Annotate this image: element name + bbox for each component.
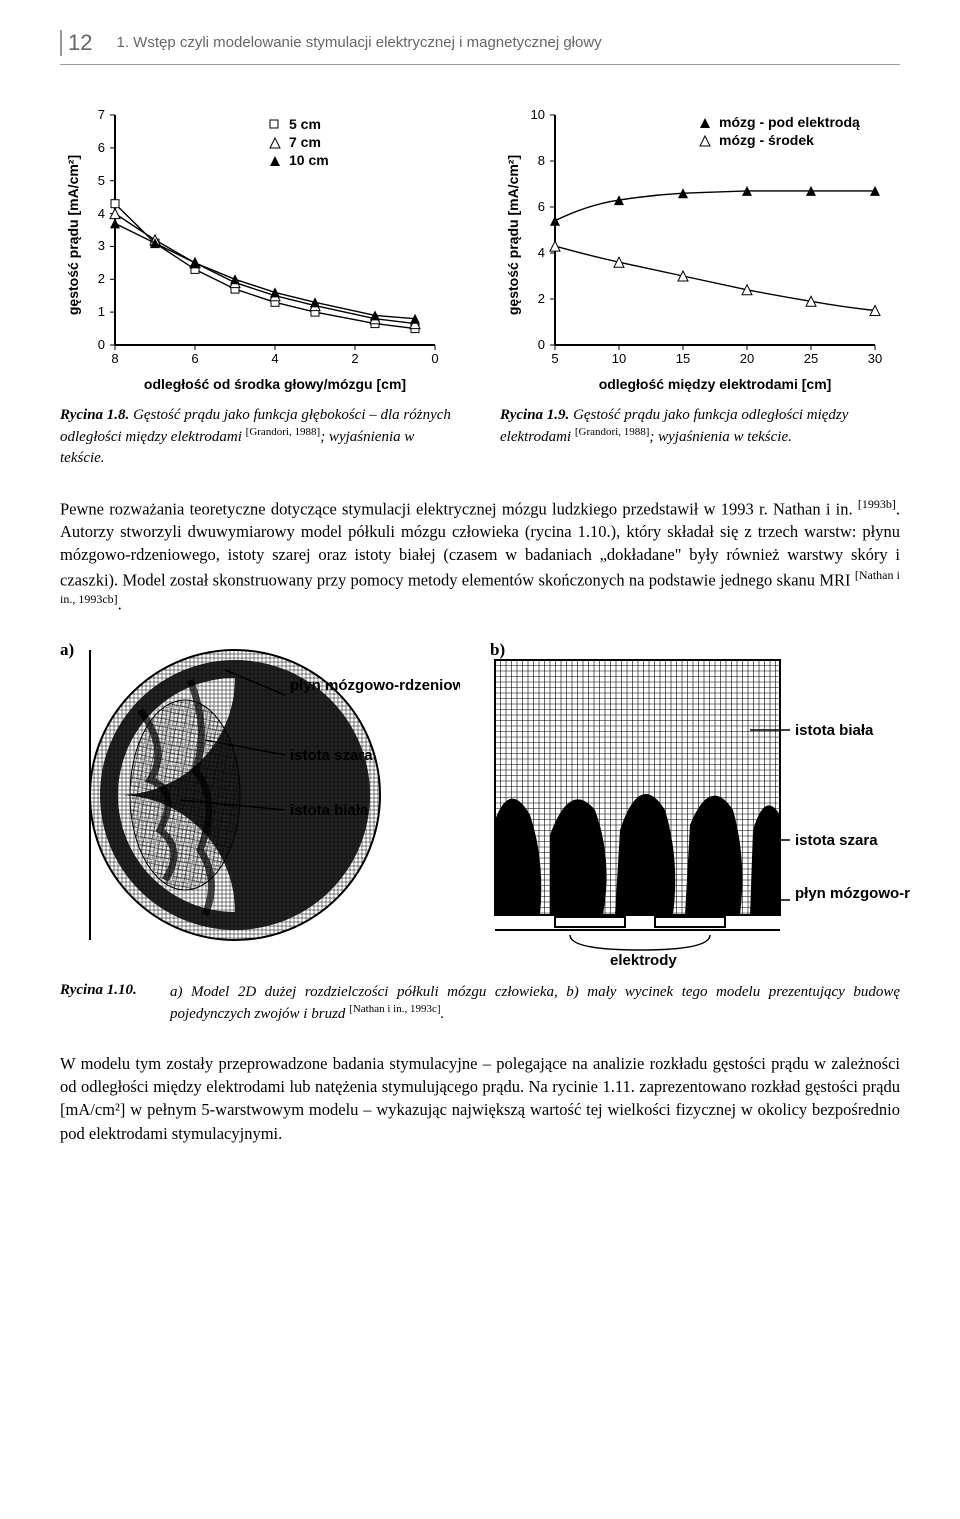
svg-text:5: 5	[551, 351, 558, 366]
svg-text:4: 4	[98, 206, 105, 221]
svg-text:6: 6	[98, 140, 105, 155]
chart-left-xticks: 8 6 4 2 0	[111, 345, 438, 366]
page-header: 12 1. Wstęp czyli modelowanie stymulacji…	[60, 30, 900, 65]
svg-text:istota biała: istota biała	[290, 802, 369, 819]
svg-text:elektrody: elektrody	[610, 952, 677, 969]
caption-figure-1-10: Rycina 1.10. a) Model 2D dużej rozdzielc…	[60, 982, 900, 1025]
svg-text:2: 2	[351, 351, 358, 366]
svg-text:istota biała: istota biała	[795, 722, 874, 739]
paragraph-2: W modelu tym zostały przeprowadzone bada…	[60, 1052, 900, 1144]
caption-left: Rycina 1.8. Gęstość prądu jako funkcja g…	[60, 405, 460, 468]
svg-text:3: 3	[98, 238, 105, 253]
chart-left-yticks: 0 1 2 3 4 5 6 7	[98, 107, 115, 352]
svg-text:10 cm: 10 cm	[289, 152, 329, 168]
chart-right: gęstość prądu [mA/cm²] 0 2 4 6 8 10 5 10	[500, 95, 900, 395]
chart-left-ylabel: gęstość prądu [mA/cm²]	[65, 155, 81, 315]
svg-text:15: 15	[676, 351, 690, 366]
figure-1-10: a)	[60, 640, 900, 970]
svg-text:2: 2	[538, 291, 545, 306]
chapter-title: 1. Wstęp czyli modelowanie stymulacji el…	[116, 30, 601, 56]
chart-right-ylabel: gęstość prądu [mA/cm²]	[505, 155, 521, 315]
svg-text:8: 8	[538, 153, 545, 168]
page-number: 12	[60, 30, 92, 56]
chart-left: gęstość prądu [mA/cm²] 0 1 2 3 4 5 6 7	[60, 95, 460, 395]
svg-text:25: 25	[804, 351, 818, 366]
svg-text:6: 6	[538, 199, 545, 214]
svg-text:0: 0	[538, 337, 545, 352]
chart-right-xlabel: odległość między elektrodami [cm]	[599, 376, 832, 392]
captions-row: Rycina 1.8. Gęstość prądu jako funkcja g…	[60, 405, 900, 468]
svg-text:płyn mózgowo-rdzeniowy: płyn mózgowo-rdzeniowy	[290, 677, 460, 694]
svg-text:mózg - środek: mózg - środek	[719, 132, 814, 148]
svg-text:1: 1	[98, 304, 105, 319]
chart-right-xticks: 5 10 15 20 25 30	[551, 345, 882, 366]
svg-text:6: 6	[191, 351, 198, 366]
svg-text:0: 0	[431, 351, 438, 366]
svg-text:10: 10	[612, 351, 626, 366]
svg-text:7: 7	[98, 107, 105, 122]
svg-text:7 cm: 7 cm	[289, 134, 321, 150]
svg-text:5: 5	[98, 173, 105, 188]
figure-1-10-b: b)	[490, 640, 910, 970]
svg-text:10: 10	[531, 107, 545, 122]
svg-text:0: 0	[98, 337, 105, 352]
figure-1-10-a: a)	[60, 640, 460, 970]
svg-text:30: 30	[868, 351, 882, 366]
paragraph-1: Pewne rozważania teoretyczne dotyczące s…	[60, 496, 900, 616]
svg-text:20: 20	[740, 351, 754, 366]
svg-text:płyn mózgowo-rdzeniowy: płyn mózgowo-rdzeniowy	[795, 885, 910, 902]
svg-text:5 cm: 5 cm	[289, 116, 321, 132]
svg-text:4: 4	[538, 245, 545, 260]
svg-text:istota szara: istota szara	[290, 747, 373, 764]
chart-left-xlabel: odległość od środka głowy/mózgu [cm]	[144, 376, 406, 392]
svg-text:8: 8	[111, 351, 118, 366]
chart-right-yticks: 0 2 4 6 8 10	[531, 107, 555, 352]
svg-text:istota szara: istota szara	[795, 832, 878, 849]
svg-text:4: 4	[271, 351, 278, 366]
charts-row: gęstość prądu [mA/cm²] 0 1 2 3 4 5 6 7	[60, 95, 900, 395]
caption-right: Rycina 1.9. Gęstość prądu jako funkcja o…	[500, 405, 900, 468]
svg-text:mózg - pod elektrodą: mózg - pod elektrodą	[719, 114, 860, 130]
svg-text:2: 2	[98, 271, 105, 286]
